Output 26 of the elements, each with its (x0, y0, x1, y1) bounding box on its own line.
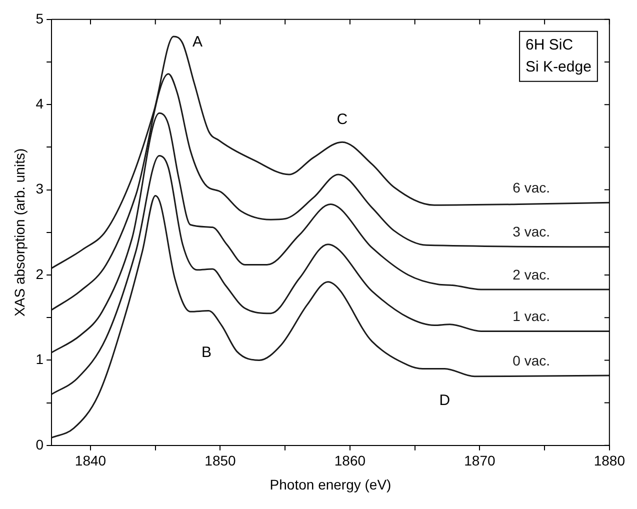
x-tick-label: 1870 (464, 452, 496, 469)
y-tick-label: 1 (36, 351, 44, 368)
line-series (52, 195, 610, 438)
x-axis-title: Photon energy (eV) (270, 476, 392, 492)
y-tick-label: 0 (36, 436, 44, 452)
y-tick-label: 2 (36, 266, 44, 282)
line-series (52, 154, 610, 396)
x-tick-label: 1840 (74, 452, 106, 469)
series-label: 1 vac. (512, 308, 550, 324)
annotation: C (336, 111, 348, 128)
annotation: Si K-edge (526, 58, 592, 76)
y-axis-title: XAS absorption (arb. units) (11, 148, 28, 316)
series-label: 0 vac. (512, 352, 550, 368)
annotation: 6H SiC (526, 36, 574, 54)
x-tick-label: 1880 (594, 452, 626, 469)
series-label: 6 vac. (512, 179, 550, 196)
x-tick-label: 1850 (204, 452, 236, 469)
annotation: B (202, 344, 212, 361)
annotation: D (439, 392, 450, 409)
y-tick-label: 3 (36, 180, 44, 197)
annotation: A (192, 34, 203, 51)
y-tick-label: 5 (36, 10, 44, 26)
y-tick-label: 4 (36, 95, 44, 112)
series-label: 3 vac. (512, 224, 550, 240)
x-tick-label: 1860 (334, 452, 366, 469)
series-label: 2 vac. (512, 266, 550, 282)
